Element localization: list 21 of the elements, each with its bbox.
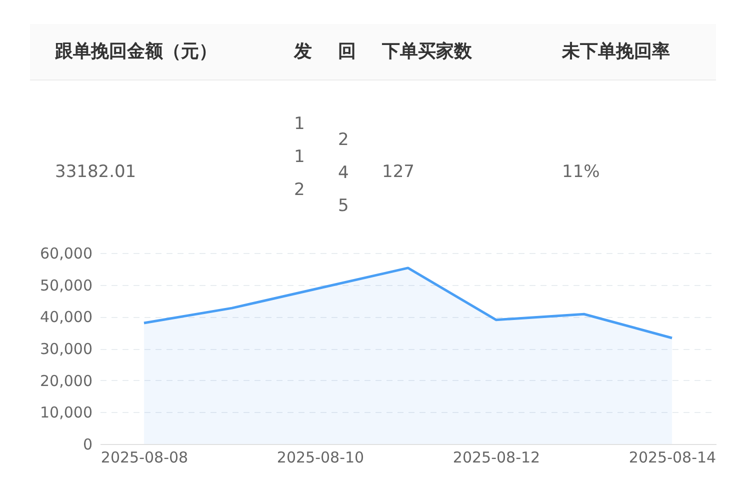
y-tick-label: 0 — [82, 436, 92, 454]
category-label: 未下单挽回率 — [561, 41, 670, 62]
category-label: 发 — [293, 41, 312, 62]
y-tick-label: 60,000 — [40, 244, 92, 262]
category-label: 下单买家数 — [381, 41, 473, 62]
y-tick-label: 10,000 — [40, 404, 92, 422]
x-tick-label: 2025-08-12 — [452, 448, 540, 466]
text: 11% — [562, 162, 600, 182]
y-tick-label: 40,000 — [40, 308, 92, 326]
y-tick-label: 50,000 — [40, 276, 92, 294]
x-tick-label: 2025-08-08 — [100, 448, 188, 466]
text: 112 — [294, 114, 305, 200]
x-tick-label: 2025-08-14 — [628, 448, 716, 466]
y-tick-label: 20,000 — [40, 372, 92, 390]
category-label: 回 — [338, 41, 356, 62]
text: 33182.01 — [55, 162, 136, 182]
category-label: 跟单挽回金额（元） — [54, 41, 217, 62]
y-tick-label: 30,000 — [40, 340, 92, 358]
text: 245 — [338, 130, 349, 216]
x-tick-label: 2025-08-10 — [276, 448, 364, 466]
text: 127 — [382, 162, 414, 182]
